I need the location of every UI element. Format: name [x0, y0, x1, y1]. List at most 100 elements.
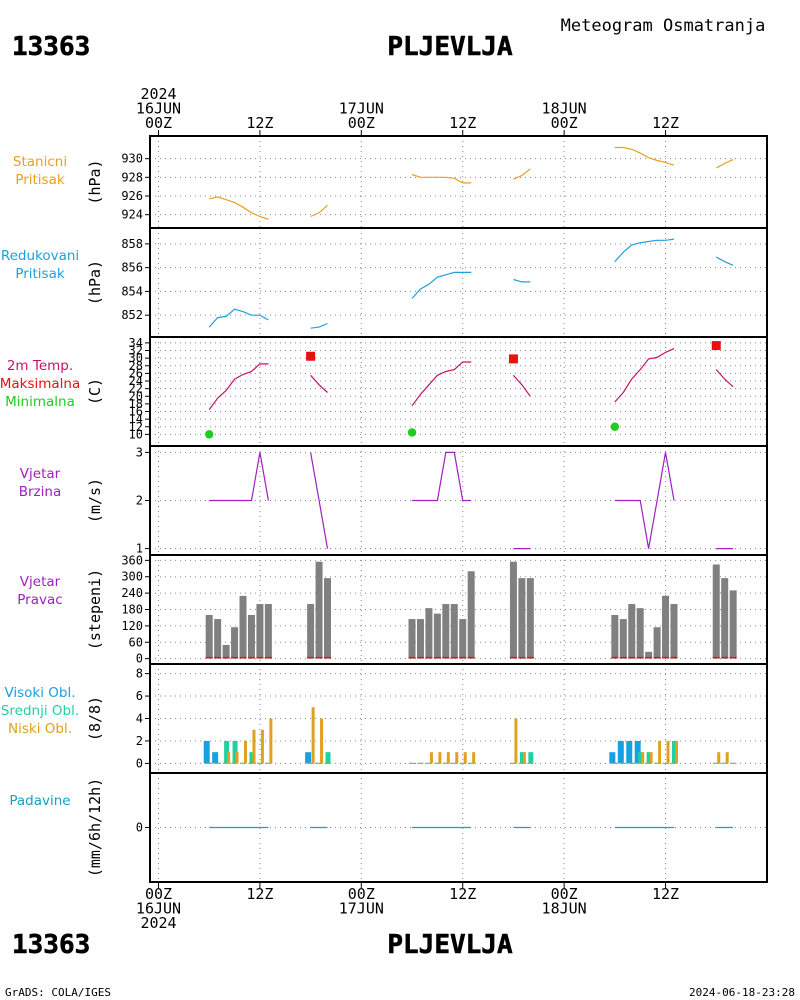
cloud-bar-low [252, 729, 256, 764]
y-tick-label: 930 [121, 152, 143, 166]
time-tick-label: 12Z [652, 885, 679, 903]
cloud-bar-mid [671, 740, 677, 764]
y-tick-label: 0 [136, 652, 143, 666]
panel-label: Minimalna [5, 394, 75, 410]
panel-label: Padavine [9, 793, 70, 809]
y-axis-title: (8/8) [86, 696, 104, 741]
time-tick-label: 16JUN [136, 100, 181, 118]
y-tick-label: 12 [129, 420, 143, 434]
cloud-bar-high [212, 752, 219, 764]
y-tick-label: 2 [136, 734, 143, 748]
time-tick-label: 2024 [140, 85, 176, 103]
cloud-bar-low [446, 752, 450, 764]
y-tick-label: 928 [121, 170, 143, 184]
y-tick-label: 852 [121, 308, 143, 322]
cloud-bar-low [429, 752, 433, 764]
wind-direction-bar [408, 619, 416, 659]
wind-direction-bar [628, 604, 636, 659]
cloud-bar-low [463, 752, 467, 764]
wind-direction-bar [611, 614, 619, 659]
wind-direction-bar [247, 614, 255, 659]
wind-direction-bar [231, 627, 239, 659]
y-tick-label: 926 [121, 189, 143, 203]
time-tick-label: 16JUN [136, 900, 181, 918]
time-tick-label: 12Z [449, 885, 476, 903]
cloud-bar-mid [232, 740, 238, 764]
time-tick-label: 12Z [652, 114, 679, 132]
series-line-temperature [208, 363, 269, 410]
y-tick-label: 18 [129, 397, 143, 411]
series-line-temperature [310, 374, 328, 393]
cloud-bar-low [717, 752, 721, 764]
panel-label: Srednji Obl. [1, 703, 79, 719]
cloud-bar-low [522, 752, 526, 764]
y-tick-label: 28 [129, 359, 143, 373]
y-tick-label: 854 [121, 284, 143, 298]
y-tick-label: 0 [136, 821, 143, 835]
series-line-temperature [411, 361, 472, 407]
credit-text: GrADS: COLA/IGES [5, 986, 111, 999]
series-line-station_pressure [310, 204, 328, 218]
cloud-bar-mid [528, 752, 534, 764]
wind-direction-bar [653, 627, 661, 659]
series-line-temperature [512, 374, 531, 397]
cloud-bar-mid [646, 752, 652, 764]
wind-direction-bar [239, 595, 247, 659]
panel-station_pressure: 924 926 928 930 (hPa) Stanicni Pritisak [13, 135, 768, 229]
panel-label: 2m Temp. [7, 358, 73, 374]
wind-direction-bar [433, 613, 441, 659]
y-tick-label: 1 [136, 542, 143, 556]
time-tick-label: 12Z [449, 114, 476, 132]
y-tick-label: 2 [136, 494, 143, 508]
y-tick-label: 240 [121, 586, 143, 600]
station-id-bottom: 13363 [12, 930, 90, 960]
series-line-reduced_pressure [715, 256, 734, 266]
cloud-bar-high [626, 740, 633, 764]
series-line-wind_speed [310, 452, 329, 549]
y-tick-label: 360 [121, 553, 143, 567]
panel-precipitation: 0 (mm/6h/12h) Padavine [9, 772, 768, 883]
cloud-bar-mid [224, 740, 230, 764]
y-tick-label: 16 [129, 405, 143, 419]
panel-frame [149, 772, 768, 883]
time-tick-label: 00Z [551, 114, 578, 132]
cloud-bar-low [269, 718, 273, 764]
panel-label: Pritisak [15, 172, 65, 188]
panel-reduced_pressure: 852 854 856 858 (hPa) Redukovani Pritisak [1, 227, 768, 338]
cloud-bar-low [725, 752, 729, 764]
wind-direction-bar [264, 604, 272, 659]
y-tick-label: 300 [121, 570, 143, 584]
y-tick-label: 24 [129, 374, 143, 388]
time-tick-label: 00Z [348, 114, 375, 132]
panel-label: Vjetar [20, 574, 61, 590]
panel-label: Maksimalna [0, 376, 80, 392]
time-tick-label: 00Z [551, 885, 578, 903]
y-tick-label: 22 [129, 382, 143, 396]
y-tick-label: 26 [129, 366, 143, 380]
series-line-temperature [715, 369, 734, 388]
y-tick-label: 60 [129, 635, 143, 649]
wind-direction-bar [425, 608, 433, 659]
y-tick-label: 6 [136, 689, 143, 703]
cloud-bar-high [305, 752, 312, 764]
y-tick-label: 924 [121, 208, 143, 222]
cloud-bar-low [227, 752, 231, 764]
cloud-bar-low [438, 752, 442, 764]
y-axis-title: (mm/6h/12h) [86, 778, 104, 877]
y-tick-label: 180 [121, 603, 143, 617]
cloud-bar-high [617, 740, 624, 764]
wind-direction-bar [324, 578, 332, 659]
panel-label: Niski Obl. [8, 721, 72, 737]
series-line-reduced_pressure [614, 238, 675, 263]
cloud-bar-low [649, 752, 653, 764]
series-line-reduced_pressure [411, 271, 472, 299]
series-line-wind_speed [209, 452, 269, 502]
wind-direction-bar [256, 604, 264, 659]
wind-direction-bar [214, 619, 222, 659]
cloud-bar-mid [249, 752, 255, 764]
wind-direction-bar [307, 604, 315, 659]
wind-direction-bar [459, 619, 467, 659]
panel-label: Stanicni [13, 154, 67, 170]
